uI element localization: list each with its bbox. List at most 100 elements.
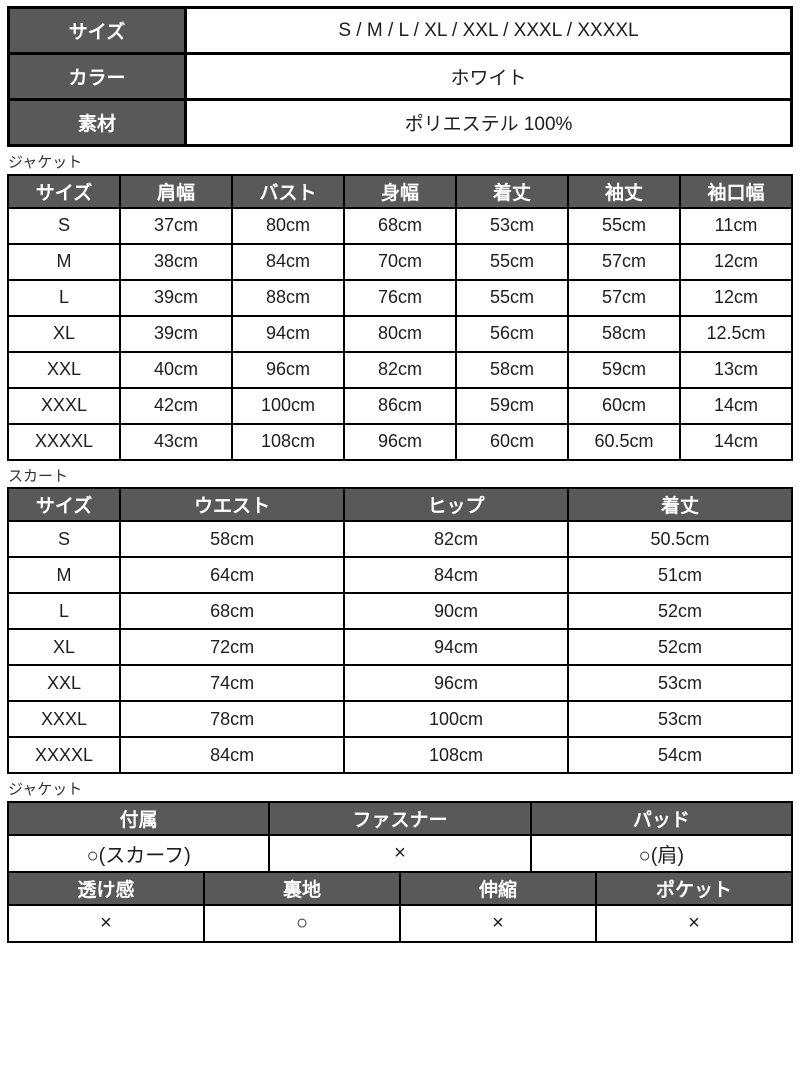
section-label-jacket-features: ジャケット — [8, 781, 83, 798]
table-cell: 58cm — [119, 520, 346, 558]
table-cell: 86cm — [343, 386, 457, 425]
table-row: M 64cm 84cm 51cm — [6, 556, 793, 594]
table-cell: 80cm — [231, 206, 345, 245]
table-cell: 42cm — [119, 386, 233, 425]
table-cell: 64cm — [119, 556, 346, 594]
table-cell: 57cm — [567, 278, 681, 317]
column-header: 付属 — [6, 800, 271, 836]
table-cell: 88cm — [231, 278, 345, 317]
table-cell: 51cm — [567, 556, 793, 594]
table-cell: 96cm — [343, 664, 570, 702]
table-cell: XXL — [6, 664, 122, 702]
table-cell: 68cm — [119, 592, 346, 630]
jacket-size-header-row: サイズ 肩幅 バスト 身幅 着丈 袖丈 袖口幅 — [7, 173, 793, 209]
column-header: ポケット — [595, 870, 793, 906]
section-label-jacket-sizes: ジャケット — [8, 154, 83, 171]
table-cell: 53cm — [455, 206, 569, 245]
table-cell: 59cm — [455, 386, 569, 425]
table-cell: 13cm — [679, 350, 793, 389]
jacket-feature-value-row-2: × ○ × × — [7, 903, 793, 943]
table-cell: XXXXL — [7, 422, 121, 461]
table-row: S 37cm 80cm 68cm 53cm 55cm 11cm — [7, 206, 793, 245]
jacket-size-table-body: S 37cm 80cm 68cm 53cm 55cm 11cm M 38cm 84cm 70cm 55… — [7, 206, 793, 461]
table-row: L 39cm 88cm 76cm 55cm 57cm 12cm — [7, 278, 793, 317]
table-cell: 80cm — [343, 314, 457, 353]
table-cell: 76cm — [343, 278, 457, 317]
column-header: 伸縮 — [399, 870, 597, 906]
table-cell: 96cm — [231, 350, 345, 389]
table-cell: L — [7, 278, 121, 317]
table-cell: 94cm — [343, 628, 570, 666]
jacket-feature-header-row-2: 透け感 裏地 伸縮 ポケット — [7, 870, 793, 906]
jacket-feature-value-row-1: ○(スカーフ) × ○(肩) — [6, 833, 794, 873]
column-header: 着丈 — [455, 173, 569, 209]
table-cell: 40cm — [119, 350, 233, 389]
table-cell: 37cm — [119, 206, 233, 245]
table-cell: S — [6, 520, 122, 558]
table-cell: 53cm — [567, 664, 793, 702]
spec-row-size: サイズ S / M / L / XL / XXL / XXXL / XXXXL — [7, 6, 793, 55]
product-spec-table: サイズ S / M / L / XL / XXL / XXXL / XXXXL … — [7, 6, 793, 147]
column-header: ファスナー — [268, 800, 532, 836]
table-cell: 100cm — [231, 386, 345, 425]
table-cell: 12cm — [679, 278, 793, 317]
jacket-feature-table-top: 付属 ファスナー パッド ○(スカーフ) × ○(肩) — [6, 800, 794, 873]
column-header: サイズ — [6, 487, 122, 522]
column-header: 袖口幅 — [679, 173, 793, 209]
table-cell: 12cm — [679, 242, 793, 281]
table-cell: 57cm — [567, 242, 681, 281]
table-cell: ○(スカーフ) — [6, 833, 271, 873]
table-cell: XXXL — [7, 386, 121, 425]
table-cell: × — [399, 903, 597, 943]
table-row: S 58cm 82cm 50.5cm — [6, 520, 793, 558]
column-header: サイズ — [7, 173, 121, 209]
column-header: 透け感 — [7, 870, 205, 906]
column-header: 身幅 — [343, 173, 457, 209]
table-cell: 96cm — [343, 422, 457, 461]
table-cell: M — [6, 556, 122, 594]
table-cell: 56cm — [455, 314, 569, 353]
table-cell: 70cm — [343, 242, 457, 281]
spec-label-color: カラー — [7, 52, 187, 101]
table-cell: 39cm — [119, 278, 233, 317]
spec-label-material: 素材 — [7, 98, 187, 147]
table-cell: XXL — [7, 350, 121, 389]
column-header: バスト — [231, 173, 345, 209]
table-cell: 84cm — [343, 556, 570, 594]
table-cell: 100cm — [343, 700, 570, 738]
table-cell: 68cm — [343, 206, 457, 245]
table-cell: 82cm — [343, 520, 570, 558]
table-cell: 84cm — [231, 242, 345, 281]
size-chart-page: サイズ S / M / L / XL / XXL / XXXL / XXXXL … — [6, 6, 794, 943]
table-cell: S — [7, 206, 121, 245]
spec-value-color: ホワイト — [184, 52, 793, 101]
table-cell: 60cm — [567, 386, 681, 425]
jacket-feature-header-row-1: 付属 ファスナー パッド — [6, 800, 794, 836]
table-cell: XXXXL — [6, 736, 122, 774]
table-cell: XL — [6, 628, 122, 666]
column-header: 袖丈 — [567, 173, 681, 209]
table-row: XXL 74cm 96cm 53cm — [6, 664, 793, 702]
table-row: L 68cm 90cm 52cm — [6, 592, 793, 630]
spec-label-size: サイズ — [7, 6, 187, 55]
table-cell: 55cm — [455, 278, 569, 317]
table-cell: × — [268, 833, 532, 873]
column-header: 裏地 — [203, 870, 401, 906]
skirt-size-header-row: サイズ ウエスト ヒップ 着丈 — [6, 487, 793, 522]
table-cell: × — [7, 903, 205, 943]
table-row: XL 72cm 94cm 52cm — [6, 628, 793, 666]
table-cell: 94cm — [231, 314, 345, 353]
table-cell: 82cm — [343, 350, 457, 389]
table-cell: 74cm — [119, 664, 346, 702]
column-header: ヒップ — [343, 487, 570, 522]
table-cell: 54cm — [567, 736, 793, 774]
table-cell: L — [6, 592, 122, 630]
table-cell: 72cm — [119, 628, 346, 666]
table-cell: 58cm — [455, 350, 569, 389]
table-cell: 43cm — [119, 422, 233, 461]
column-header: パッド — [529, 800, 794, 836]
table-cell: 60.5cm — [567, 422, 681, 461]
table-cell: 14cm — [679, 422, 793, 461]
table-cell: ○ — [203, 903, 401, 943]
table-cell: 11cm — [679, 206, 793, 245]
